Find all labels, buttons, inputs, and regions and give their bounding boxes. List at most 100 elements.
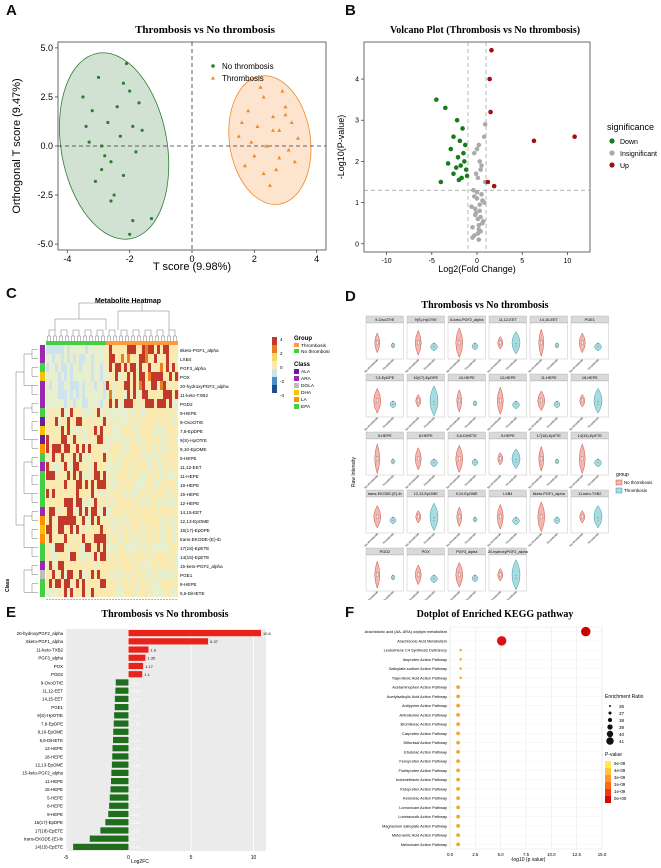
heatmap-cell — [163, 345, 167, 355]
x-tick-label: 4 — [314, 254, 319, 264]
heatmap-cell — [91, 453, 95, 463]
heatmap-cell — [166, 588, 170, 598]
facet-panel — [529, 438, 568, 476]
heatmap-cell — [52, 579, 56, 589]
heatmap-cell — [118, 561, 122, 571]
heatmap-cell — [142, 525, 146, 535]
heatmap-cell — [100, 390, 104, 400]
heatmap-cell — [172, 453, 176, 463]
sample-label-mark — [172, 599, 174, 600]
heatmap-cell — [121, 561, 125, 571]
data-point — [572, 134, 577, 140]
facet-panel — [488, 380, 527, 418]
heatmap-cell — [160, 534, 164, 544]
heatmap-cell — [85, 417, 89, 427]
heatmap-cell — [61, 489, 65, 499]
x-category-label: No thrombosis — [445, 589, 461, 600]
heatmap-cell — [61, 363, 65, 373]
heatmap-cell — [55, 399, 59, 409]
heatmap-cell — [148, 453, 152, 463]
heatmap-cell — [136, 543, 140, 553]
x-category-label: Thrombosis — [587, 473, 601, 487]
heatmap-cell — [136, 399, 140, 409]
heatmap-cell — [46, 588, 50, 598]
x-category-label: No thrombosis — [445, 415, 461, 431]
heatmap-cell — [94, 417, 98, 427]
legend-class-swatch — [294, 369, 299, 374]
pathway-label: Arachidonic Acid Metabolism — [397, 638, 447, 643]
heatmap-cell — [79, 480, 83, 490]
heatmap-cell — [127, 426, 131, 436]
heatmap-cell — [79, 570, 83, 580]
size-legend-label: 40 — [619, 732, 625, 737]
facet-label: PGD2 — [380, 550, 390, 554]
heatmap-cell — [82, 552, 86, 562]
heatmap-cell — [106, 363, 110, 373]
heatmap-cell — [76, 498, 80, 508]
heatmap-cell — [61, 453, 65, 463]
heatmap-cell — [91, 516, 95, 526]
category-label: PGF3_alpha — [38, 656, 63, 661]
heatmap-cell — [88, 372, 92, 382]
heatmap-cell — [121, 435, 125, 445]
heatmap-cell — [142, 426, 146, 436]
heatmap-cell — [88, 399, 92, 409]
size-legend-label: 37 — [619, 711, 625, 716]
column-dendrogram — [149, 335, 153, 341]
heatmap-cell — [160, 525, 164, 535]
heatmap-cell — [139, 426, 143, 436]
row-dendrogram — [31, 349, 38, 359]
heatmap-cell — [127, 381, 131, 391]
pathway-label: Etodolac Action Pathway — [404, 749, 447, 754]
row-label: 14,15-EET — [180, 510, 202, 515]
heatmap-cell — [85, 516, 89, 526]
heatmap-cell — [79, 372, 83, 382]
heatmap-cell — [79, 444, 83, 454]
heatmap-cell — [79, 552, 83, 562]
row-label: 18-HEPE — [180, 483, 199, 488]
column-dendrogram — [78, 302, 143, 319]
heatmap-cell — [112, 372, 116, 382]
heatmap-cell — [73, 345, 77, 355]
heatmap-cell — [61, 579, 65, 589]
category-label: 8-HEPE — [47, 804, 63, 809]
heatmap-cell — [169, 435, 173, 445]
heatmap-cell — [154, 534, 158, 544]
row-dendrogram — [31, 457, 38, 467]
data-point — [249, 140, 254, 144]
heatmap-cell — [73, 507, 77, 517]
heatmap-cell — [115, 552, 119, 562]
heatmap-cell — [109, 570, 113, 580]
data-label: -1.05 — [131, 688, 141, 693]
heatmap-cell — [70, 408, 74, 418]
heatmap-cell — [151, 588, 155, 598]
heatmap-cell — [151, 354, 155, 364]
data-point — [258, 85, 263, 89]
x-category-label: Thrombosis — [382, 357, 396, 371]
heatmap-cell — [61, 570, 65, 580]
heatmap-cell — [175, 498, 179, 508]
heatmap-cell — [70, 525, 74, 535]
heatmap-cell — [154, 561, 158, 571]
heatmap-cell — [133, 498, 137, 508]
heatmap-cell — [79, 507, 83, 517]
facet-label: 7,8-EpDPE — [375, 376, 394, 380]
heatmap-cell — [91, 426, 95, 436]
heatmap-cell — [67, 390, 71, 400]
sample-label-mark — [160, 599, 162, 600]
x-category-label: Thrombosis — [505, 531, 519, 545]
heatmap-cell — [112, 570, 116, 580]
heatmap-cell — [97, 399, 101, 409]
pathway-label: Fenoprofen Action Pathway — [399, 759, 447, 764]
heatmap-cell — [130, 408, 134, 418]
heatmap-cell — [103, 525, 107, 535]
heatmap-cell — [73, 390, 77, 400]
heatmap-cell — [64, 561, 68, 571]
heatmap-cell — [106, 399, 110, 409]
sample-label-mark — [76, 599, 78, 600]
facet-label: 16(17)-EpDPE — [413, 376, 438, 380]
heatmap-cell — [109, 471, 113, 481]
heatmap-cell — [64, 552, 68, 562]
heatmap-cell — [46, 570, 50, 580]
heatmap-cell — [169, 399, 173, 409]
